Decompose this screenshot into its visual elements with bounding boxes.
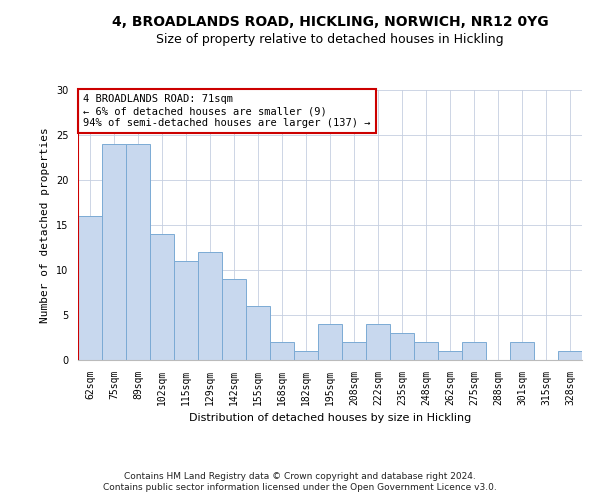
Bar xyxy=(102,144,126,360)
Bar xyxy=(366,324,390,360)
Y-axis label: Number of detached properties: Number of detached properties xyxy=(40,127,50,323)
Text: 4, BROADLANDS ROAD, HICKLING, NORWICH, NR12 0YG: 4, BROADLANDS ROAD, HICKLING, NORWICH, N… xyxy=(112,15,548,29)
Bar xyxy=(270,342,294,360)
Bar xyxy=(558,351,582,360)
Bar xyxy=(126,144,150,360)
Bar xyxy=(174,261,198,360)
Text: 4 BROADLANDS ROAD: 71sqm
← 6% of detached houses are smaller (9)
94% of semi-det: 4 BROADLANDS ROAD: 71sqm ← 6% of detache… xyxy=(83,94,370,128)
Bar xyxy=(198,252,222,360)
Bar xyxy=(438,351,462,360)
Text: Contains HM Land Registry data © Crown copyright and database right 2024.: Contains HM Land Registry data © Crown c… xyxy=(124,472,476,481)
Text: Contains public sector information licensed under the Open Government Licence v3: Contains public sector information licen… xyxy=(103,484,497,492)
Bar xyxy=(150,234,174,360)
Bar xyxy=(342,342,366,360)
Bar xyxy=(294,351,318,360)
Bar xyxy=(222,279,246,360)
Bar xyxy=(318,324,342,360)
Bar xyxy=(246,306,270,360)
Bar xyxy=(390,333,414,360)
X-axis label: Distribution of detached houses by size in Hickling: Distribution of detached houses by size … xyxy=(189,414,471,424)
Bar xyxy=(462,342,486,360)
Bar xyxy=(78,216,102,360)
Bar xyxy=(414,342,438,360)
Text: Size of property relative to detached houses in Hickling: Size of property relative to detached ho… xyxy=(156,32,504,46)
Bar xyxy=(510,342,534,360)
